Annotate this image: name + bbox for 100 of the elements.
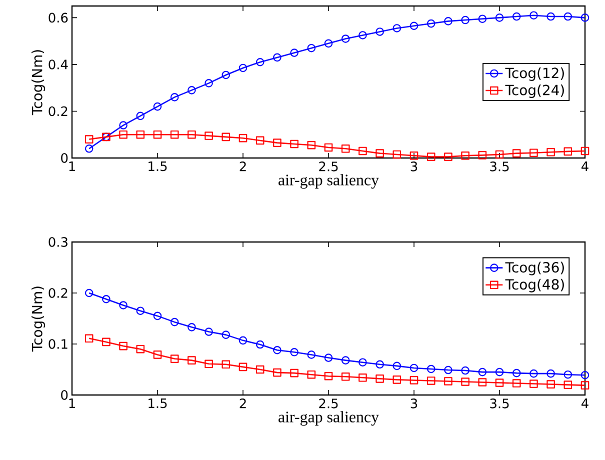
point xyxy=(324,354,333,362)
x-tick-label: 3.5 xyxy=(490,398,509,408)
point xyxy=(290,368,298,378)
point xyxy=(256,340,264,349)
point xyxy=(530,11,538,20)
point xyxy=(444,377,452,386)
point xyxy=(256,365,264,374)
x-tick-label: 2 xyxy=(240,162,246,172)
x-axis-title: air-gap saliency xyxy=(278,174,379,189)
point xyxy=(222,360,230,369)
point xyxy=(546,148,555,156)
legend-label: Tcog(48) xyxy=(505,278,564,292)
x-tick-label: 4 xyxy=(582,162,588,171)
point xyxy=(324,39,333,48)
point xyxy=(478,368,487,376)
x-tick-label: 1.5 xyxy=(148,398,167,408)
point xyxy=(512,379,521,388)
point xyxy=(530,369,538,378)
x-tick-label: 3.5 xyxy=(490,162,509,172)
point xyxy=(564,370,572,379)
point xyxy=(341,356,350,364)
point xyxy=(238,336,248,345)
point xyxy=(512,149,521,158)
point xyxy=(222,70,230,80)
point xyxy=(153,350,162,359)
point xyxy=(512,368,521,378)
point xyxy=(238,64,248,72)
point xyxy=(324,143,333,152)
point xyxy=(461,378,470,386)
x-tick-label: 2 xyxy=(240,398,246,408)
point xyxy=(84,334,94,343)
point xyxy=(358,358,367,367)
point xyxy=(273,53,282,62)
point xyxy=(495,14,504,22)
point xyxy=(238,362,248,372)
point xyxy=(119,342,128,350)
point xyxy=(290,48,298,57)
point xyxy=(136,344,145,354)
point xyxy=(136,306,145,315)
point xyxy=(238,134,248,142)
point xyxy=(478,378,487,386)
y-tick-label: 0.3 xyxy=(48,237,68,247)
point xyxy=(290,140,298,148)
point xyxy=(376,374,384,383)
point xyxy=(204,79,213,88)
point xyxy=(188,323,196,332)
point xyxy=(341,144,350,153)
point xyxy=(392,150,402,159)
point xyxy=(170,318,179,326)
y-tick-label: 0.2 xyxy=(48,106,68,116)
point xyxy=(461,366,470,375)
legend-label: Tcog(24) xyxy=(505,84,564,98)
point xyxy=(461,152,470,160)
point xyxy=(410,22,418,30)
point xyxy=(546,380,555,388)
point xyxy=(426,152,436,161)
point xyxy=(307,350,316,359)
point xyxy=(410,152,418,160)
point xyxy=(188,356,196,364)
point xyxy=(358,146,367,156)
y-axis-title: Tcog(Nm) xyxy=(32,286,46,352)
y-tick-label: 0.2 xyxy=(48,288,68,298)
point xyxy=(119,121,128,130)
point xyxy=(426,364,436,374)
y-tick-label: 0 xyxy=(61,153,68,163)
x-tick-label: 3 xyxy=(410,162,418,172)
point xyxy=(495,150,504,159)
x-tick-label: 4 xyxy=(582,398,588,408)
x-tick-label: 2.5 xyxy=(319,398,338,408)
point xyxy=(204,360,213,368)
point xyxy=(444,366,452,374)
point xyxy=(153,312,162,320)
point xyxy=(580,370,590,380)
point xyxy=(84,288,94,298)
point xyxy=(170,93,179,102)
point xyxy=(290,348,298,356)
point xyxy=(426,19,436,28)
point xyxy=(461,16,470,24)
y-tick-label: 0.4 xyxy=(48,60,68,70)
y-axis-title: Tcog(Nm) xyxy=(32,50,46,116)
point xyxy=(444,17,452,26)
x-tick-label: 2.5 xyxy=(319,162,338,172)
point xyxy=(530,148,538,158)
point xyxy=(478,151,487,160)
y-tick-label: 0.1 xyxy=(48,339,68,349)
point xyxy=(530,380,538,388)
y-tick-label: 0.6 xyxy=(48,12,68,23)
point xyxy=(273,138,282,147)
point xyxy=(564,147,572,156)
point xyxy=(580,146,590,156)
point xyxy=(410,376,418,384)
legend-label: Tcog(12) xyxy=(505,67,564,81)
point xyxy=(119,130,128,139)
point xyxy=(478,14,487,24)
point xyxy=(153,130,162,139)
point xyxy=(410,364,418,372)
point xyxy=(204,132,213,140)
point xyxy=(564,12,572,21)
x-tick-label: 1 xyxy=(69,398,75,408)
point xyxy=(136,112,145,120)
